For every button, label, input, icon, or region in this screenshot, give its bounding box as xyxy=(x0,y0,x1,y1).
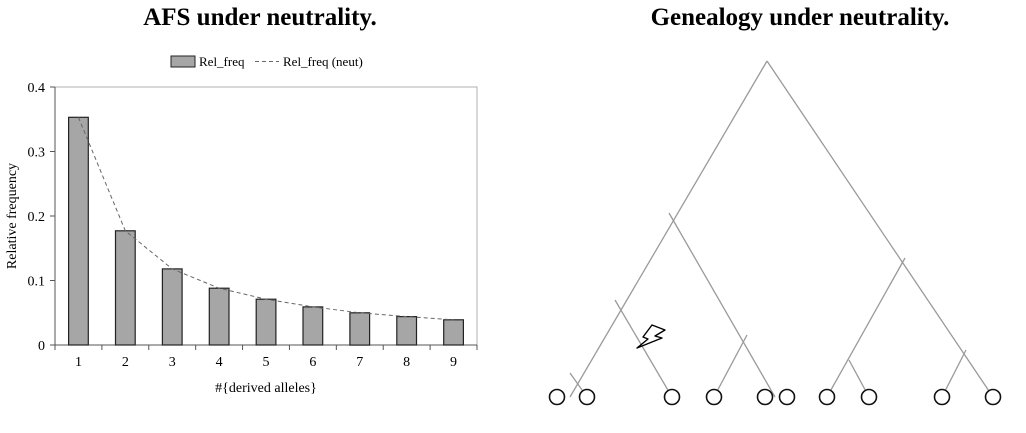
leaf-circle-icon xyxy=(778,388,796,406)
bar-8 xyxy=(396,316,418,346)
bar-9 xyxy=(443,319,465,346)
y-tick-label: 0.2 xyxy=(28,210,46,225)
leaf-circle-icon xyxy=(663,388,681,406)
tree-branch xyxy=(668,212,776,398)
tree-branch xyxy=(941,349,967,398)
x-tick-label: 9 xyxy=(450,355,457,370)
x-tick-label: 8 xyxy=(403,355,410,370)
x-tick-label: 5 xyxy=(263,355,270,370)
bar-7 xyxy=(349,312,371,346)
bar-5 xyxy=(255,298,277,346)
lightning-bolt-icon xyxy=(636,324,666,349)
genealogy-title: Genealogy under neutrality. xyxy=(650,4,950,31)
y-tick-label: 0.3 xyxy=(28,146,46,161)
tree-branch xyxy=(826,257,906,398)
leaf-circle-icon xyxy=(860,388,878,406)
bar-4 xyxy=(208,287,230,346)
x-axis-label: #{derived alleles} xyxy=(215,381,317,396)
x-tick-label: 7 xyxy=(356,355,363,370)
legend-label-bar: Rel_freq xyxy=(199,54,245,69)
leaf-circle-icon xyxy=(984,388,1002,406)
genealogy-tree xyxy=(548,60,1002,406)
bar-6 xyxy=(302,306,324,346)
leaf-circle-icon xyxy=(705,388,723,406)
tree-branch xyxy=(569,60,768,398)
x-tick-label: 1 xyxy=(75,355,82,370)
y-tick-label: 0.4 xyxy=(28,81,46,96)
legend: Rel_freq Rel_freq (neut) xyxy=(170,54,363,69)
bar-3 xyxy=(161,268,183,346)
y-axis-label: Relative frequency xyxy=(5,163,20,269)
leaf-circle-icon xyxy=(548,388,566,406)
chart-title: AFS under neutrality. xyxy=(143,4,377,31)
x-tick-label: 3 xyxy=(169,355,176,370)
legend-swatch-bar xyxy=(170,55,196,68)
x-tick-label: 6 xyxy=(309,355,316,370)
leaf-circle-icon xyxy=(578,388,596,406)
leaf-circle-icon xyxy=(756,388,774,406)
tree-branch xyxy=(713,334,748,398)
y-tick-label: 0 xyxy=(38,339,45,354)
legend-label-line: Rel_freq (neut) xyxy=(283,54,363,69)
bar-1 xyxy=(67,116,89,346)
neutral-expectation-line xyxy=(77,117,454,321)
x-tick-label: 2 xyxy=(122,355,129,370)
tree-branch xyxy=(766,60,994,398)
tree-branch xyxy=(614,299,673,398)
leaf-circle-icon xyxy=(933,388,951,406)
bar-2 xyxy=(114,230,136,346)
x-tick-label: 4 xyxy=(216,355,223,370)
leaf-circle-icon xyxy=(818,388,836,406)
y-tick-label: 0.1 xyxy=(28,275,46,290)
